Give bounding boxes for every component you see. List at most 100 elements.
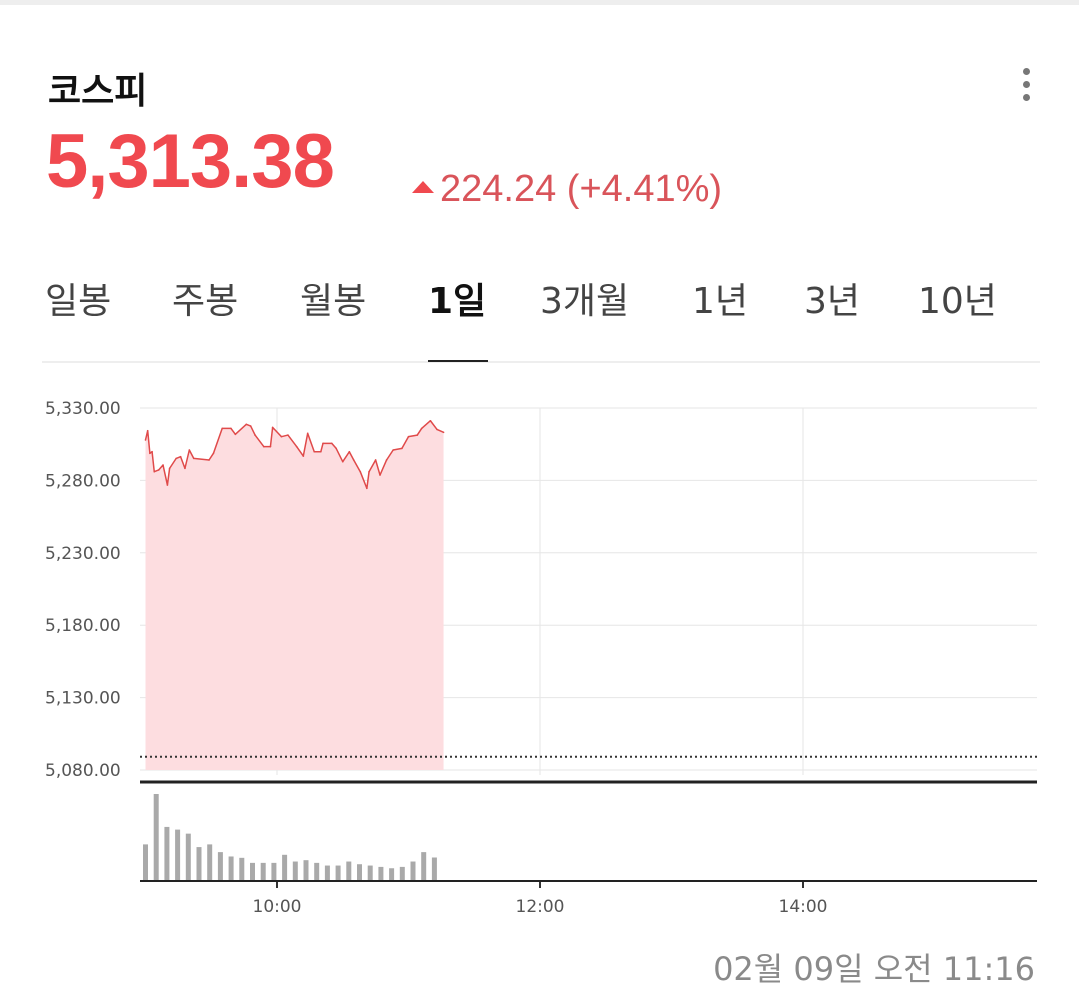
y-tick-label: 5,330.00 [45,399,121,419]
volume-bar [335,865,341,880]
price-point [184,467,186,470]
price-point [149,452,151,455]
tab-3[interactable]: 1일 [428,281,487,322]
price-point [401,447,403,450]
volume-bar [175,829,181,880]
index-title: 코스피 [48,71,148,112]
price-point [168,467,171,470]
volume-bar [431,857,437,880]
price-point [295,445,298,448]
volume-bar [410,861,416,880]
price-point [280,435,283,438]
price-point [188,449,191,451]
volume-bar [196,847,202,880]
tab-5[interactable]: 1년 [692,281,749,322]
volume-bar [367,865,373,880]
tabs-divider [42,361,1040,363]
volume-bar [153,794,159,880]
price-point [162,464,164,466]
volume-bar [207,844,213,880]
price-point [416,434,419,436]
price-point [379,474,381,476]
price-point [153,470,156,473]
volume-bar [324,865,330,880]
price-point [348,450,351,453]
change-value: 224.24 [440,168,557,210]
triangle-up-icon [412,181,434,193]
volume-bar [282,854,288,880]
price-point [179,455,182,458]
price-point [234,433,237,436]
volume-bar [389,868,395,880]
price-point [442,431,445,434]
price-point [151,450,153,453]
price-point [245,423,248,426]
volume-bar [239,857,245,880]
price-point [322,442,324,445]
volume-bar [303,860,309,880]
volume-bar [399,866,405,880]
price-point [335,447,337,450]
price-point [144,439,147,441]
x-tick-label: 12:00 [516,897,565,917]
price-point [352,459,355,461]
volume-bar [185,833,191,880]
price-point [302,455,305,457]
volume-bar [217,852,223,880]
price-point [392,449,394,451]
volume-bar [292,861,298,880]
price-point [263,445,265,448]
volume-bar [314,862,320,880]
price-point [320,450,322,453]
price-point [249,425,252,427]
price-point [341,460,344,463]
tab-7[interactable]: 10년 [918,281,997,322]
tab-4[interactable]: 3개월 [540,281,630,322]
price-area-fill [145,420,444,770]
price-line [144,419,444,490]
price-point [254,434,256,436]
price-point [436,428,438,431]
tab-0[interactable]: 일봉 [45,281,112,322]
price-change: 224.24 (+4.41%) [412,168,722,211]
price-point [306,432,309,435]
tab-2[interactable]: 월봉 [300,281,367,322]
price-point [166,484,169,486]
price-point [192,457,195,460]
price-point [374,459,377,461]
x-tick-label: 14:00 [779,897,828,917]
y-tick-label: 5,180.00 [45,616,121,636]
volume-bar [357,864,362,880]
price-point [359,470,362,473]
y-tick-label: 5,230.00 [45,544,121,564]
tab-6[interactable]: 3년 [804,281,861,322]
volume-bar [143,844,148,880]
price-point [212,452,215,455]
price-point [407,435,410,438]
price-point [366,487,368,490]
vertical-ellipsis-icon[interactable] [1016,68,1036,108]
volume-bar [378,866,384,880]
price-point [221,427,224,430]
volume-bar [164,826,170,880]
active-tab-indicator [428,360,488,362]
price-point [175,457,177,460]
price-point [287,434,289,436]
volume-bar [260,862,266,880]
x-tick-label: 10:00 [253,897,302,917]
price-point [269,445,272,448]
y-tick-label: 5,130.00 [45,689,121,709]
price-point [230,427,232,430]
y-tick-label: 5,080.00 [45,761,121,781]
price-point [385,459,388,461]
top-divider [0,0,1079,5]
price-point [420,427,423,430]
price-point [208,459,210,461]
volume-bar [346,861,352,880]
tab-1[interactable]: 주봉 [172,281,239,322]
price-point [429,419,432,422]
price-point [157,469,160,471]
price-point [271,426,274,429]
price-point [330,442,333,445]
